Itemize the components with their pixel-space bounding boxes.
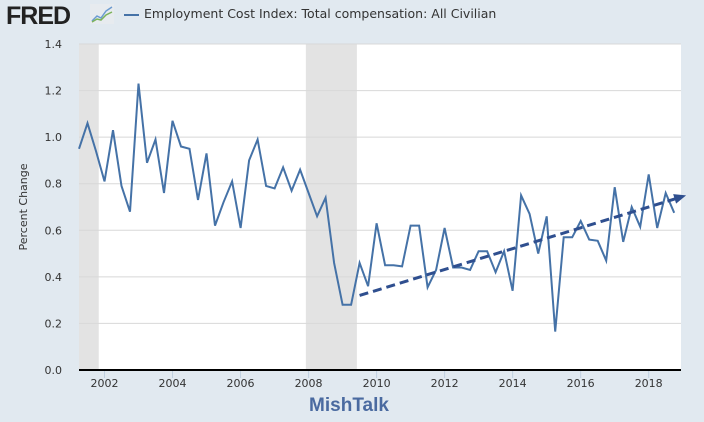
y-tick-label: 1.0 (45, 131, 63, 144)
y-tick-label: 1.4 (45, 38, 63, 51)
trend-arrowhead (673, 194, 687, 204)
x-tick-label: 2014 (499, 377, 527, 390)
legend-label[interactable]: Employment Cost Index: Total compensatio… (144, 6, 497, 21)
y-tick-label: 0.6 (45, 224, 63, 237)
x-tick-label: 2010 (363, 377, 391, 390)
x-tick-label: 2004 (159, 377, 187, 390)
y-axis-label: Percent Change (17, 163, 30, 250)
x-tick-label: 2018 (635, 377, 663, 390)
x-tick-label: 2012 (431, 377, 459, 390)
chart-header: FRED Employment Cost Index: Total compen… (0, 0, 704, 30)
y-tick-label: 0.0 (45, 364, 63, 377)
fred-logo: FRED (6, 2, 71, 30)
recession-band (79, 44, 99, 370)
x-tick-label: 2008 (295, 377, 323, 390)
y-tick-label: 0.8 (45, 178, 63, 191)
plot-area (79, 44, 681, 370)
y-tick-label: 1.2 (45, 85, 63, 98)
x-tick-label: 2016 (567, 377, 595, 390)
series-line (78, 83, 676, 332)
y-tick-label: 0.4 (45, 271, 63, 284)
watermark: MishTalk (309, 395, 389, 416)
x-tick-label: 2006 (227, 377, 255, 390)
legend-swatch (124, 14, 139, 16)
x-tick-label: 2002 (91, 377, 119, 390)
fred-chart-icon (90, 4, 114, 24)
y-tick-label: 0.2 (45, 317, 63, 330)
